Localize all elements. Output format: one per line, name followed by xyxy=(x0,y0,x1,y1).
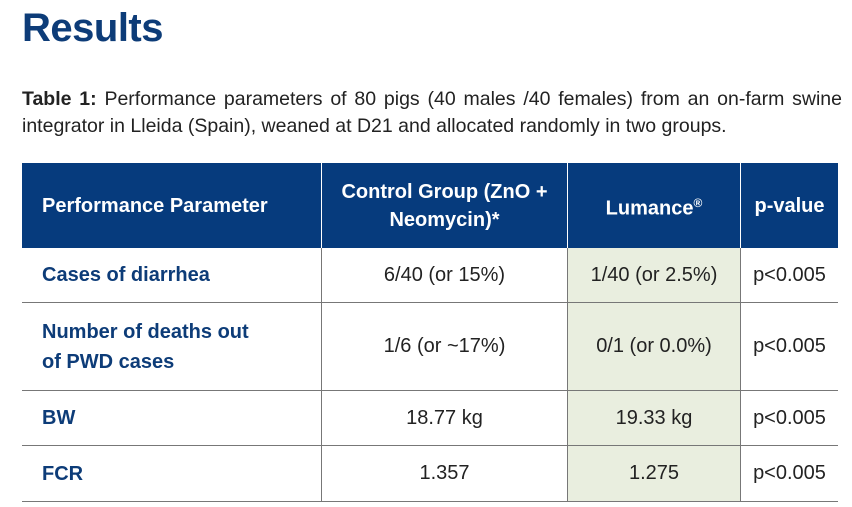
table-row: Cases of diarrhea 6/40 (or 15%) 1/40 (or… xyxy=(22,248,838,303)
header-lumance-label: Lumance xyxy=(605,197,694,220)
table-row: FCR 1.357 1.275 p<0.005 xyxy=(22,445,838,502)
lumance-cell: 0/1 (or 0.0%) xyxy=(567,302,741,391)
caption-label: Table 1: xyxy=(22,88,97,110)
parameter-cell: Number of deaths out of PWD cases xyxy=(22,302,322,391)
control-cell: 6/40 (or 15%) xyxy=(321,248,568,303)
lumance-cell: 1/40 (or 2.5%) xyxy=(567,248,741,303)
results-table: Performance Parameter Control Group (ZnO… xyxy=(22,163,838,502)
pvalue-cell: p<0.005 xyxy=(740,248,838,303)
parameter-cell: Cases of diarrhea xyxy=(22,248,322,303)
control-cell: 1/6 (or ~17%) xyxy=(321,302,568,391)
lumance-cell: 1.275 xyxy=(567,445,741,502)
section-title: Results xyxy=(22,6,164,50)
table-row: BW 18.77 kg 19.33 kg p<0.005 xyxy=(22,390,838,446)
table-row: Number of deaths out of PWD cases 1/6 (o… xyxy=(22,302,838,391)
header-pvalue: p-value xyxy=(740,163,838,248)
control-cell: 1.357 xyxy=(321,445,568,502)
pvalue-cell: p<0.005 xyxy=(740,445,838,502)
caption-text: Performance parameters of 80 pigs (40 ma… xyxy=(22,88,842,137)
parameter-cell: BW xyxy=(22,390,322,446)
pvalue-cell: p<0.005 xyxy=(740,390,838,446)
header-row: Performance Parameter Control Group (ZnO… xyxy=(22,163,838,248)
control-cell: 18.77 kg xyxy=(321,390,568,446)
lumance-cell: 19.33 kg xyxy=(567,390,741,446)
parameter-text: Number of deaths out of PWD cases xyxy=(42,320,249,373)
header-control: Control Group (ZnO + Neomycin)* xyxy=(321,163,568,248)
table-caption: Table 1: Performance parameters of 80 pi… xyxy=(22,86,842,140)
pvalue-cell: p<0.005 xyxy=(740,302,838,391)
parameter-cell: FCR xyxy=(22,445,322,502)
header-lumance: Lumance® xyxy=(567,163,741,248)
header-parameter: Performance Parameter xyxy=(22,163,322,248)
registered-mark: ® xyxy=(693,195,703,210)
